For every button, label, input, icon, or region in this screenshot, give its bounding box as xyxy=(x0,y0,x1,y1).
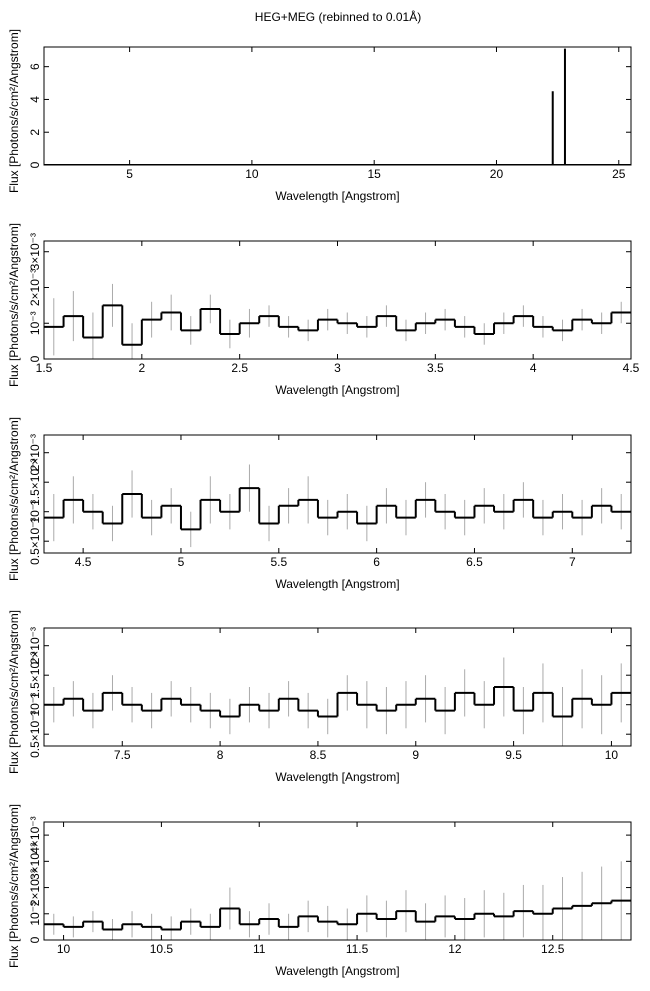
plot-area xyxy=(44,464,631,548)
y-tick-label: 1.5×10⁻³ xyxy=(28,652,42,699)
plot-area xyxy=(44,283,631,359)
x-tick-label: 4 xyxy=(530,361,537,375)
y-axis-label: Flux [Photons/s/cm²/Angstrom] xyxy=(7,29,21,193)
y-axis-label: Flux [Photons/s/cm²/Angstrom] xyxy=(7,610,21,774)
plot-area xyxy=(44,48,631,165)
y-tick-label: 4 xyxy=(28,96,42,103)
y-tick-label: 0.5×10⁻³ xyxy=(28,518,42,565)
y-tick-label: 10⁻³ xyxy=(28,902,42,926)
y-axis-label: Flux [Photons/s/cm²/Angstrom] xyxy=(7,804,21,968)
x-tick-label: 5 xyxy=(178,555,185,569)
x-tick-label: 8.5 xyxy=(310,748,327,762)
x-axis-label: Wavelength [Angstrom] xyxy=(275,189,399,203)
x-tick-label: 10.5 xyxy=(150,942,174,956)
x-tick-label: 10 xyxy=(245,167,259,181)
y-tick-label: 3×10⁻³ xyxy=(28,233,42,270)
x-axis-label: Wavelength [Angstrom] xyxy=(275,964,399,978)
plot-frame xyxy=(43,46,632,166)
x-tick-label: 11.5 xyxy=(346,942,369,956)
y-tick-label: 6 xyxy=(28,63,42,70)
y-tick-label: 2×10⁻³ xyxy=(28,627,42,664)
x-axis-label: Wavelength [Angstrom] xyxy=(275,383,399,397)
x-tick-label: 1.5 xyxy=(36,361,53,375)
x-axis-label: Wavelength [Angstrom] xyxy=(275,577,399,591)
y-tick-label: 2 xyxy=(28,129,42,136)
x-tick-label: 7.5 xyxy=(114,748,131,762)
x-tick-label: 10 xyxy=(605,748,619,762)
y-tick-label: 0 xyxy=(28,355,42,362)
x-tick-label: 2.5 xyxy=(231,361,248,375)
y-axis-label: Flux [Photons/s/cm²/Angstrom] xyxy=(7,223,21,387)
y-tick-label: 0 xyxy=(28,161,42,168)
y-tick-label: 2×10⁻³ xyxy=(28,869,42,906)
x-axis-label: Wavelength [Angstrom] xyxy=(275,770,399,784)
y-tick-label: 1.5×10⁻³ xyxy=(28,459,42,506)
plot-area xyxy=(44,861,631,940)
x-tick-label: 8 xyxy=(217,748,224,762)
x-tick-label: 5.5 xyxy=(270,555,287,569)
x-tick-label: 10 xyxy=(57,942,71,956)
x-tick-label: 6 xyxy=(373,555,380,569)
x-tick-label: 9.5 xyxy=(505,748,522,762)
x-tick-label: 2 xyxy=(138,361,145,375)
plot-area xyxy=(44,657,631,746)
y-tick-label: 0.5×10⁻³ xyxy=(28,711,42,758)
x-tick-label: 11 xyxy=(253,942,266,956)
x-tick-label: 4.5 xyxy=(623,361,640,375)
y-tick-label: 0 xyxy=(28,936,42,943)
x-tick-label: 15 xyxy=(368,167,382,181)
y-axis-label: Flux [Photons/s/cm²/Angstrom] xyxy=(7,417,21,581)
x-tick-label: 5 xyxy=(126,167,133,181)
x-tick-label: 6.5 xyxy=(466,555,483,569)
y-tick-label: 10⁻³ xyxy=(28,693,42,717)
x-tick-label: 3.5 xyxy=(427,361,444,375)
plot-frame xyxy=(43,821,632,941)
x-tick-label: 9 xyxy=(412,748,419,762)
spectrum-line xyxy=(44,48,631,165)
y-tick-label: 10⁻³ xyxy=(28,500,42,524)
y-tick-label: 4×10⁻³ xyxy=(28,816,42,853)
x-tick-label: 12 xyxy=(448,942,462,956)
y-tick-label: 3×10⁻³ xyxy=(28,843,42,880)
y-tick-label: 2×10⁻³ xyxy=(28,269,42,306)
y-tick-label: 10⁻³ xyxy=(28,311,42,335)
x-tick-label: 20 xyxy=(490,167,504,181)
x-tick-label: 12.5 xyxy=(541,942,565,956)
y-tick-label: 2×10⁻³ xyxy=(28,434,42,471)
x-tick-label: 25 xyxy=(612,167,626,181)
chart-title: HEG+MEG (rebinned to 0.01Å) xyxy=(255,9,421,24)
x-tick-label: 4.5 xyxy=(75,555,92,569)
x-tick-label: 7 xyxy=(569,555,576,569)
x-tick-label: 3 xyxy=(334,361,341,375)
plot-frame xyxy=(43,627,632,747)
plot-frame xyxy=(43,240,632,360)
plot-frame xyxy=(43,434,632,554)
